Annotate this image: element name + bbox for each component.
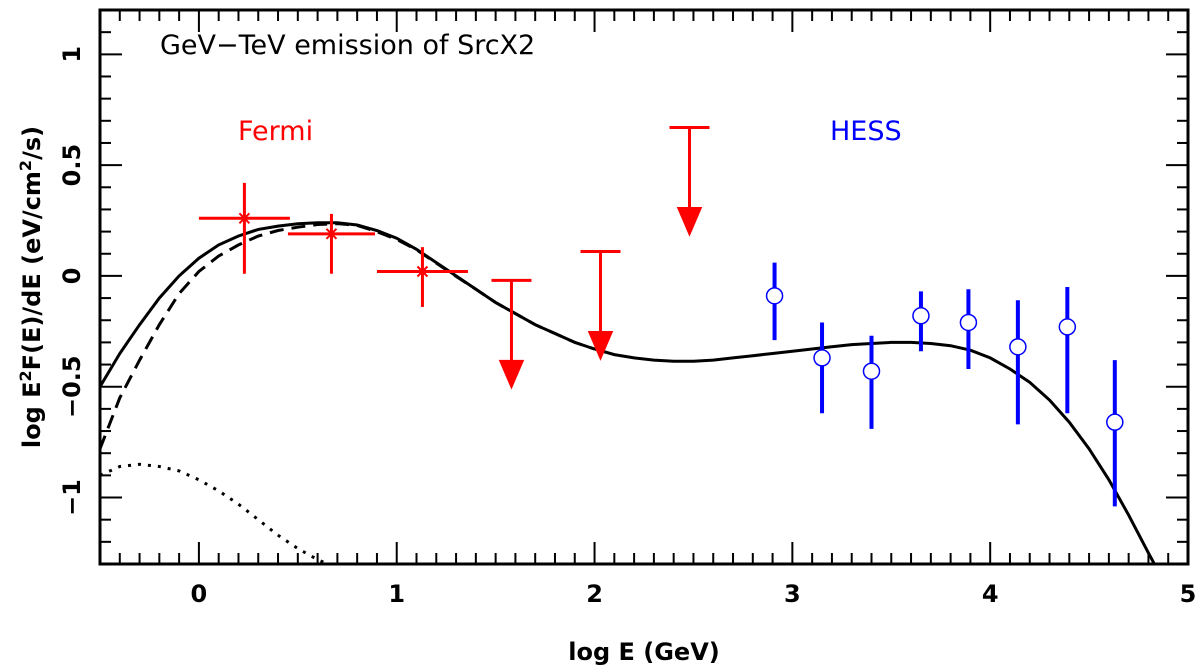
model-curves bbox=[98, 221, 1156, 566]
hess-point bbox=[862, 362, 881, 380]
y-label-sup1: 2 bbox=[16, 370, 35, 381]
plot-frame bbox=[98, 8, 1190, 566]
y-tick-label: 0.5 bbox=[58, 144, 86, 187]
fermi-series bbox=[198, 125, 710, 390]
y-tick-label: −0.5 bbox=[58, 355, 86, 418]
x-tick-label: 3 bbox=[784, 580, 801, 608]
series-label-hess: HESS bbox=[830, 116, 902, 147]
y-label-pre: log E bbox=[18, 381, 46, 448]
series-label-fermi: Fermi bbox=[238, 116, 313, 147]
model-curve-dashed bbox=[98, 222, 595, 450]
model-curve-dotted bbox=[99, 462, 329, 566]
axis-ticks bbox=[99, 9, 1189, 565]
axis-tick-labels: 0 1 2 3 4 5 −1 −0.5 0 0.5 1 bbox=[58, 46, 1196, 608]
y-label-mid: F(E)/dE (eV/cm bbox=[18, 171, 46, 370]
fermi-ul-arrowhead bbox=[587, 331, 614, 361]
y-label-sup2: 2 bbox=[16, 160, 35, 171]
hess-series bbox=[765, 262, 1124, 507]
fermi-ul-arrowhead bbox=[676, 206, 703, 237]
y-tick-label: −1 bbox=[58, 479, 86, 516]
hess-point bbox=[912, 307, 930, 325]
fermi-point bbox=[325, 228, 338, 240]
hess-point bbox=[959, 313, 978, 332]
model-curve-solid bbox=[98, 221, 1156, 565]
x-tick-label: 5 bbox=[1180, 580, 1197, 608]
hess-point bbox=[765, 287, 784, 305]
y-axis-label: log E2F(E)/dE (eV/cm2/s) bbox=[16, 126, 47, 448]
x-tick-label: 0 bbox=[191, 580, 208, 608]
fermi-ul-arrowhead bbox=[498, 359, 525, 390]
fermi-point bbox=[238, 212, 251, 225]
x-tick-label: 1 bbox=[388, 580, 405, 608]
x-tick-label: 2 bbox=[586, 580, 603, 608]
x-axis-label: log E (GeV) bbox=[568, 638, 720, 666]
y-tick-label: 0 bbox=[58, 268, 86, 285]
fermi-point bbox=[416, 265, 429, 278]
hess-point bbox=[1009, 338, 1027, 356]
chart-title: GeV−TeV emission of SrcX2 bbox=[160, 30, 535, 61]
x-tick-label: 4 bbox=[982, 580, 999, 608]
hess-point bbox=[1106, 413, 1124, 431]
y-tick-label: 1 bbox=[58, 46, 86, 63]
y-label-post: /s) bbox=[18, 126, 46, 160]
hess-point bbox=[813, 349, 831, 367]
hess-point bbox=[1058, 318, 1077, 336]
